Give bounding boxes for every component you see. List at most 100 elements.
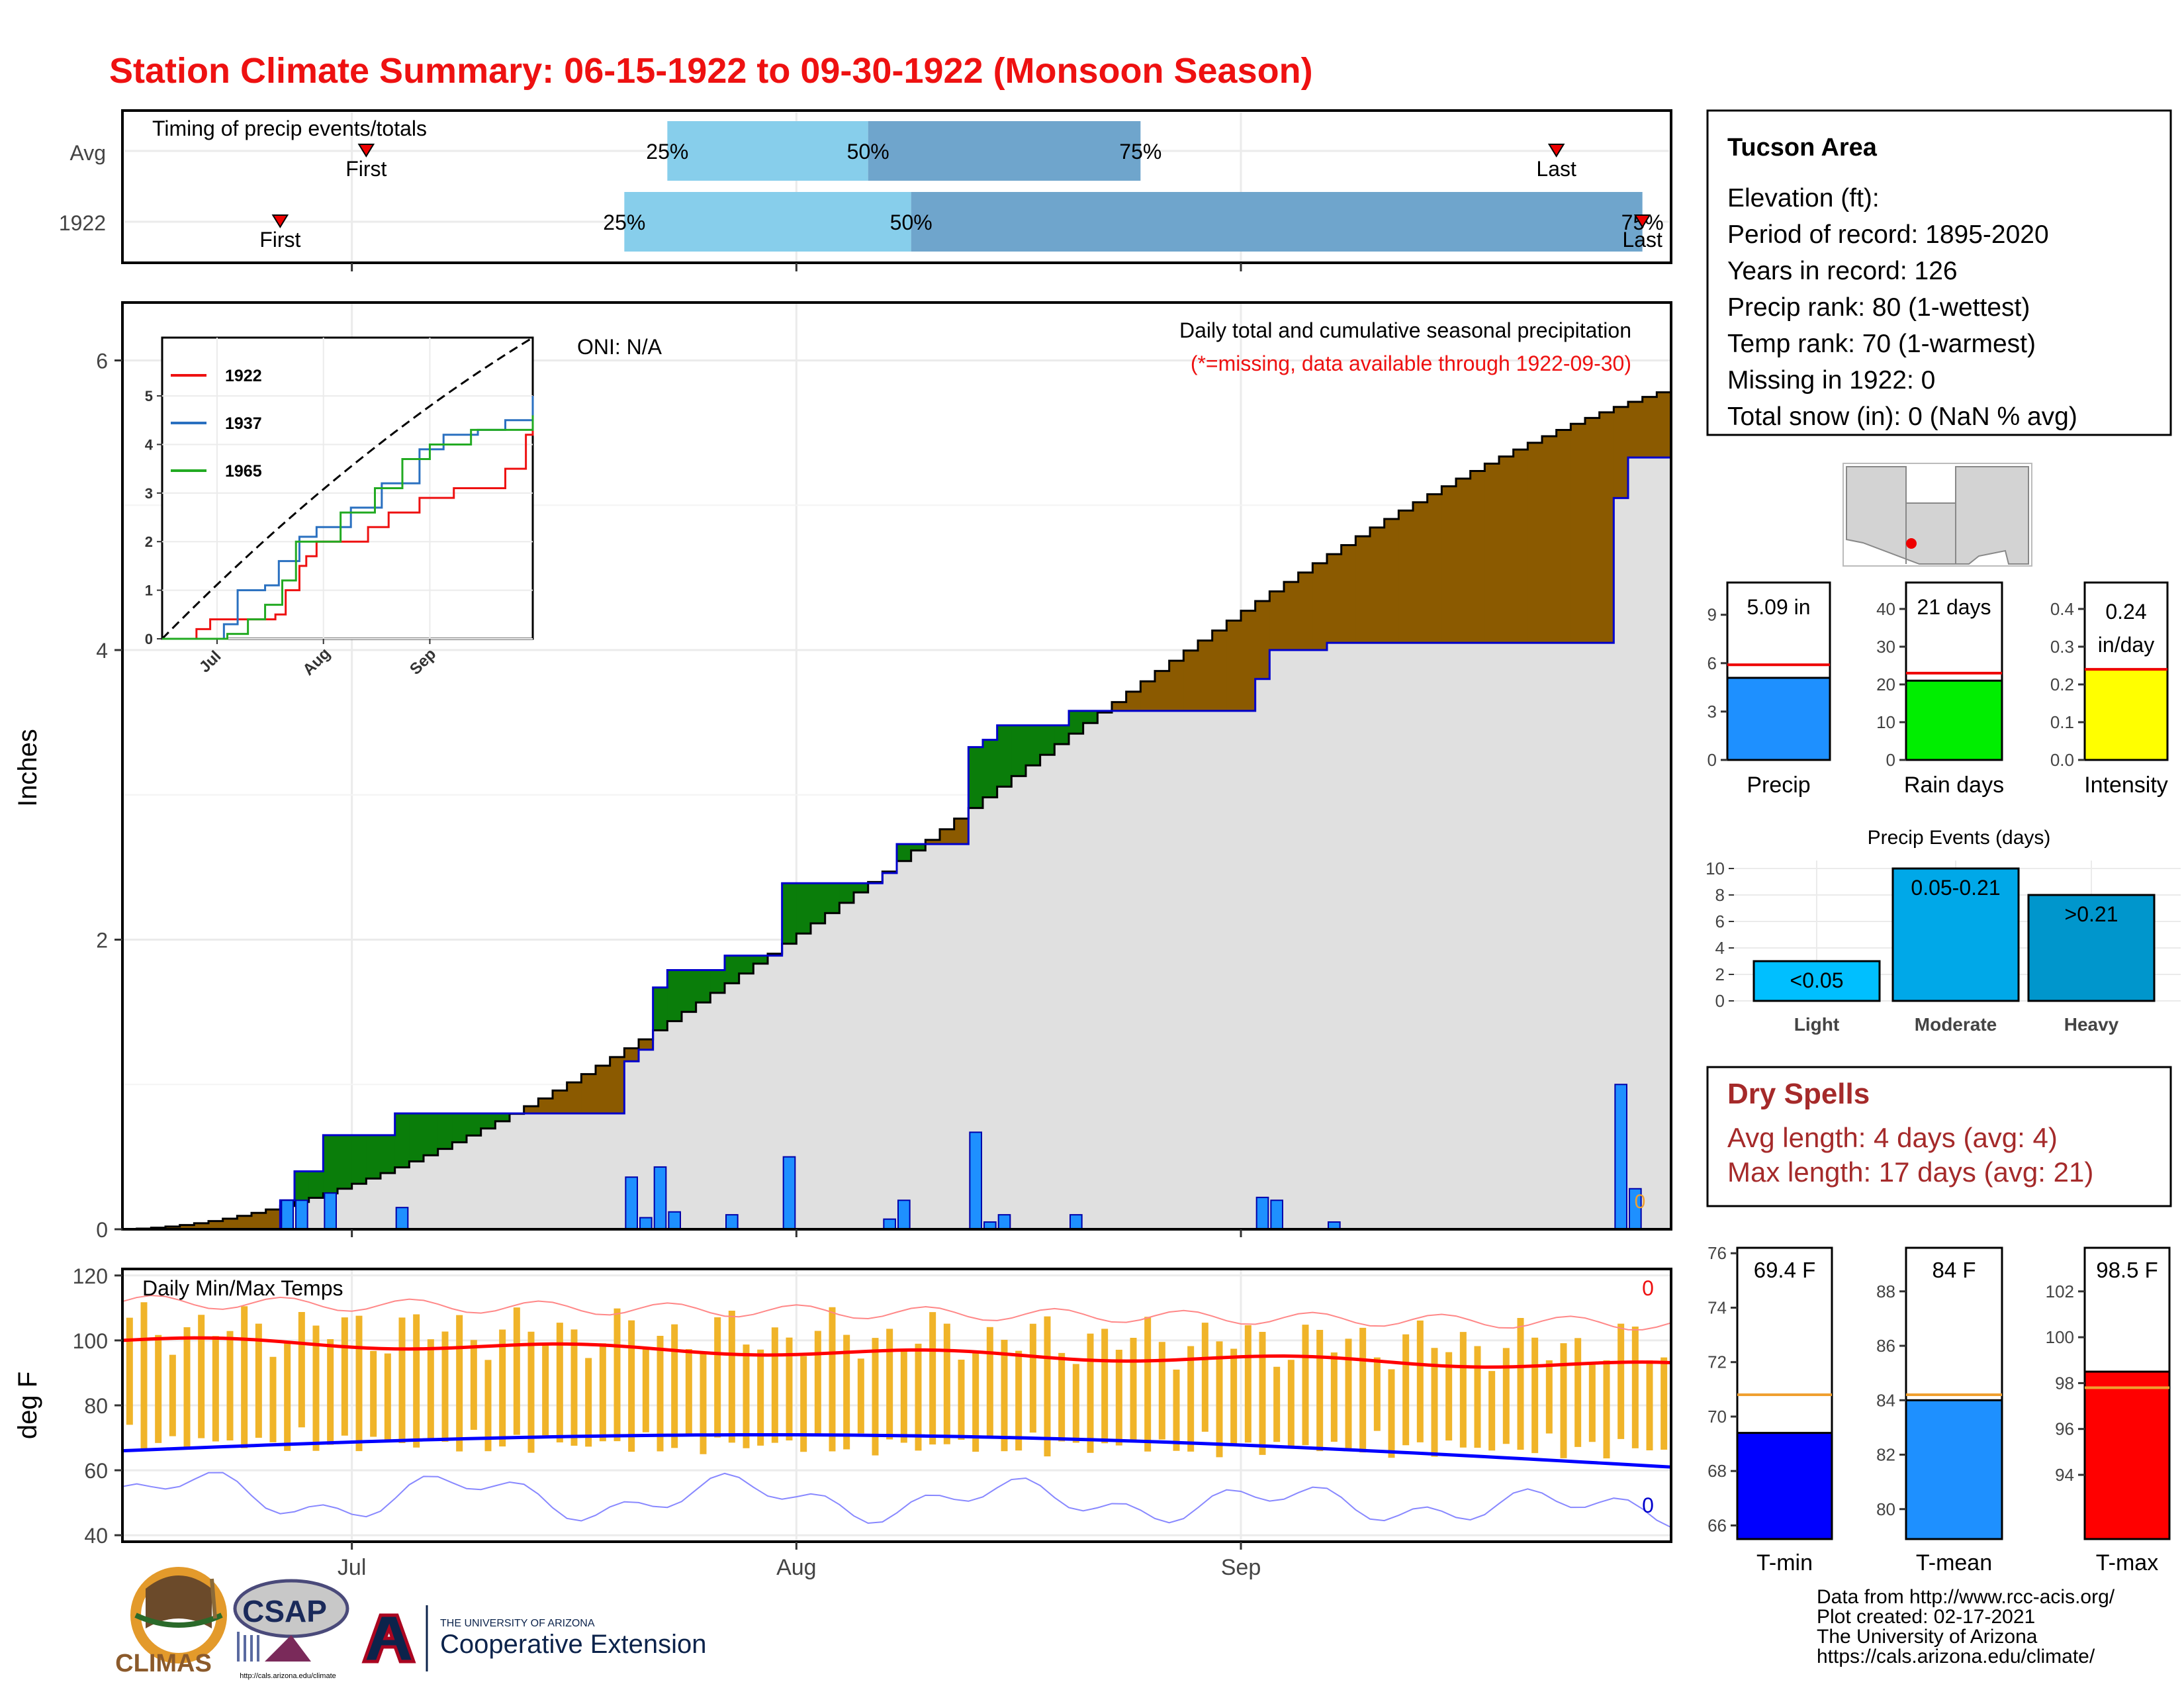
precip-diff-fill [954, 818, 969, 845]
ua-big-text: Cooperative Extension [440, 1630, 706, 1659]
precip-diff-fill [581, 1074, 596, 1113]
precip-diff-fill [338, 1135, 353, 1189]
daily-precip-bar [395, 1207, 409, 1230]
daily-precip-bar [725, 1214, 739, 1230]
temp-missing-min: 0 [1642, 1493, 1654, 1517]
info-line-period: Period of record: 1895-2020 [1727, 220, 2049, 249]
precip-diff-fill [854, 883, 869, 893]
precip-diff-fill [825, 883, 840, 914]
temp-bar-label: T-mean [1916, 1550, 1992, 1575]
precip-diff-fill [696, 970, 711, 1003]
mini-bar-ytick-label: 20 [1876, 675, 1895, 694]
timing-q2-bar [911, 192, 1643, 252]
precip-diff-fill [968, 747, 983, 808]
precip-diff-fill [639, 1039, 654, 1050]
inset-legend-label: 1965 [225, 462, 262, 481]
precip-diff-fill [222, 1218, 238, 1229]
events-ytick-label: 0 [1715, 991, 1725, 1011]
precip-diff-fill [682, 970, 697, 1012]
precip-diff-fill [165, 1226, 181, 1229]
precip-diff-fill [1312, 563, 1328, 650]
temp-bar-ytick-label: 68 [1707, 1461, 1727, 1481]
precip-diff-fill [437, 1113, 453, 1149]
precip-diff-fill [1570, 424, 1586, 643]
climas-logo-text: CLIMAS [115, 1650, 212, 1677]
precip-diff-fill [1456, 478, 1471, 643]
precip-diff-fill [940, 829, 955, 845]
info-line-snow: Total snow (in): 0 (NaN % avg) [1727, 402, 2077, 431]
event-bar [2027, 894, 2156, 1002]
credit-line-3: The University of Arizona [1817, 1626, 2038, 1648]
events-ytick-label: 2 [1715, 964, 1725, 984]
precip-diff-fill [553, 1090, 568, 1113]
csap-logo-text: CSAP [242, 1594, 327, 1628]
precip-diff-fill [179, 1225, 195, 1229]
precip-diff-fill [1513, 449, 1528, 643]
temp-xtick-label: Jul [338, 1555, 366, 1580]
daily-precip-bar [883, 1218, 897, 1230]
events-ytick-label: 10 [1706, 859, 1725, 878]
precip-diff-fill [523, 1106, 539, 1113]
timing-q25-label: 25% [646, 140, 688, 164]
precip-diff-fill [1413, 502, 1428, 643]
timing-last-label: Last [1536, 157, 1576, 181]
precip-diff-fill [653, 987, 668, 1031]
precip-diff-fill [1269, 591, 1285, 650]
precip-diff-fill [366, 1135, 381, 1179]
precip-diff-fill [295, 1171, 310, 1202]
climas-logo: CLIMAS [115, 1567, 227, 1677]
temp-bar-label: T-min [1756, 1550, 1813, 1575]
inset-ytick-label: 3 [145, 485, 153, 502]
daily-precip-bar [295, 1199, 308, 1230]
precip-chart-title: Daily total and cumulative seasonal prec… [1179, 318, 1631, 342]
mini-bar-label: Rain days [1904, 773, 2004, 798]
daily-precip-bar [969, 1131, 983, 1230]
temp-bar-ytick-label: 66 [1707, 1515, 1727, 1535]
mini-bar-value-unit: in/day [2098, 633, 2154, 657]
mini-bar-ytick-label: 0.3 [2050, 637, 2074, 657]
precip-diff-fill [1226, 620, 1242, 711]
precip-diff-fill [1069, 710, 1084, 734]
precip-events-chart: Precip Events (days) 0 2 4 6 8 10 <0.05 Light 0.… [1706, 827, 2181, 1035]
events-ytick-label: 6 [1715, 912, 1725, 931]
event-bar-label: Light [1794, 1014, 1839, 1035]
precip-diff-fill [1212, 630, 1227, 711]
timing-last-marker [1633, 214, 1651, 228]
timing-last-label: Last [1622, 228, 1662, 252]
precip-diff-fill [351, 1135, 367, 1184]
temp-bar-value-label: 98.5 F [2096, 1258, 2158, 1282]
precip-diff-fill [1355, 536, 1371, 643]
inset-avg-line [161, 336, 533, 640]
temp-bar-ytick-label: 94 [2055, 1465, 2074, 1485]
temp-ylabel: deg F [13, 1372, 42, 1439]
inset-ytick-label: 4 [145, 436, 154, 453]
precip-diff-fill [1327, 554, 1342, 643]
event-bar-value: 0.05-0.21 [1911, 876, 2000, 900]
timing-last-marker [1547, 144, 1565, 158]
info-line-years: Years in record: 126 [1727, 257, 1958, 285]
precip-diff-fill [897, 844, 912, 861]
precip-diff-fill [452, 1113, 467, 1143]
dry-spells-max: Max length: 17 days (avg: 21) [1727, 1156, 2093, 1188]
daily-precip-bar [653, 1166, 667, 1230]
avg-tmax-line [122, 1336, 1672, 1369]
mini-bar-ytick-label: 9 [1707, 605, 1717, 625]
credit-line-4: https://cals.arizona.edu/climate/ [1817, 1646, 2095, 1667]
timing-row-avg-label: Avg [69, 141, 106, 165]
precip-diff-fill [480, 1113, 496, 1129]
mini-bar-ytick-label: 0 [1886, 750, 1895, 770]
mini-bar-charts: 0 3 6 9 5.09 in Precip 0 10 20 30 40 21 days Rain da… [1707, 581, 2169, 798]
mini-bar-ytick-label: 3 [1707, 702, 1717, 722]
precip-diff-fill [208, 1221, 224, 1229]
mini-bar-value [1726, 677, 1831, 761]
station-location-dot [1906, 538, 1917, 549]
timing-q2-bar [868, 121, 1141, 181]
precip-diff-fill [1155, 671, 1170, 711]
precip-diff-fill [1054, 725, 1069, 745]
timing-panel: Timing of precip events/totals Avg 1922 … [59, 109, 1672, 271]
mini-bar-ytick-label: 10 [1876, 712, 1895, 732]
temp-ytick-label: 80 [84, 1394, 108, 1418]
precip-diff-fill [1398, 510, 1414, 643]
daily-precip-bar [324, 1192, 338, 1230]
avg-tmin-line [122, 1432, 1672, 1469]
